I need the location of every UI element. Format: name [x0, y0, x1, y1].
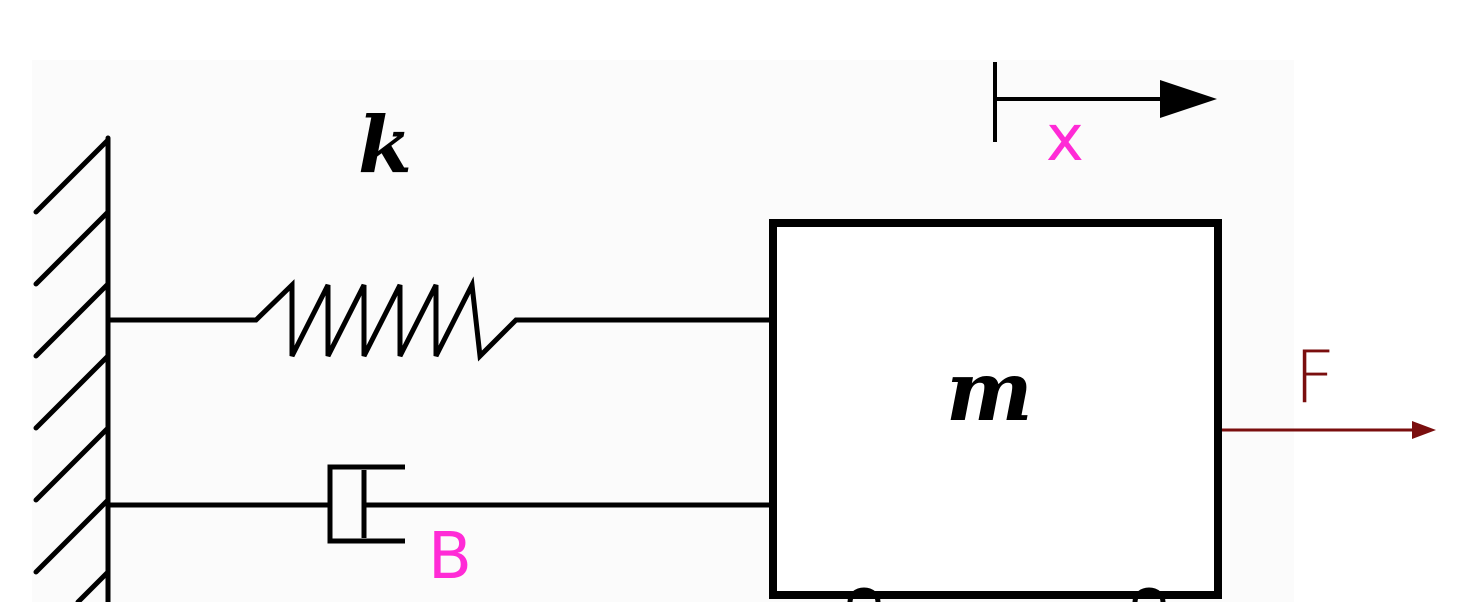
spring-label: k [358, 100, 412, 191]
mass-label: m [946, 344, 1033, 440]
fixed-wall [33, 135, 111, 602]
wheel-left [847, 587, 881, 602]
damper [108, 464, 770, 544]
mass-block [769, 219, 1222, 599]
displacement-label: x [1046, 102, 1084, 176]
wheel-right [1132, 587, 1166, 602]
spring [108, 276, 770, 362]
force-arrow [1222, 421, 1436, 439]
force-label: F [1294, 335, 1335, 419]
damper-label: B [428, 520, 472, 594]
displacement-arrow [993, 62, 1217, 142]
